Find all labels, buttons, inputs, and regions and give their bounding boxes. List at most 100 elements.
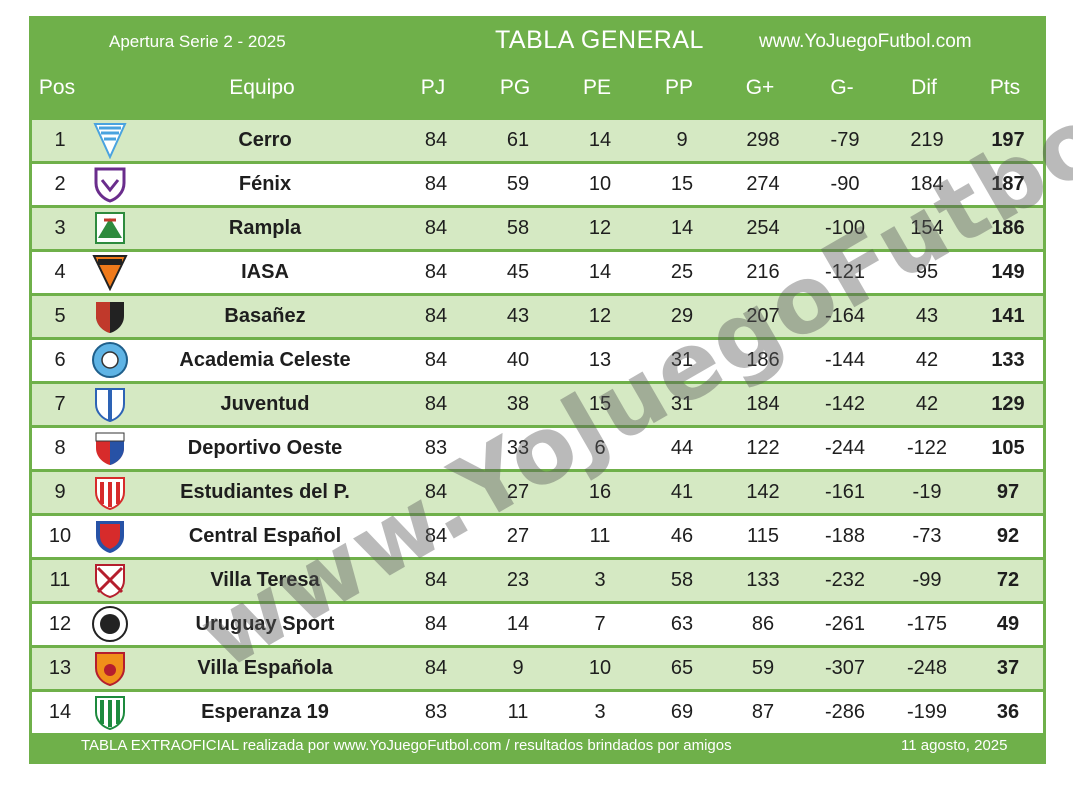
cell-pos: 4 (54, 261, 66, 283)
cell-pe: 15 (588, 393, 612, 415)
col-pp: PP (664, 76, 694, 99)
cell-pos: 6 (54, 349, 66, 371)
cell-goals-against: -100 (824, 217, 866, 239)
cell-dif: -122 (906, 437, 948, 459)
cell-dif: 184 (910, 173, 944, 195)
cell-pj: 84 (424, 393, 448, 415)
cell-pg: 27 (506, 481, 530, 503)
rampla-crest (90, 210, 130, 247)
footer-date: 11 agosto, 2025 (901, 737, 1008, 754)
table-row: 9 Estudiantes del P. 84 27 16 41 142 -161 -19 97 (32, 472, 1043, 513)
cell-dif: -73 (912, 525, 942, 547)
cell-goals-for: 216 (746, 261, 780, 283)
table-row: 5 Basañez 84 43 12 29 207 -164 43 141 (32, 296, 1043, 337)
cell-pj: 84 (424, 305, 448, 327)
cell-pos: 11 (49, 569, 71, 591)
villa-teresa-crest (90, 562, 130, 599)
cell-pp: 41 (670, 481, 694, 503)
cell-goals-against: -188 (824, 525, 866, 547)
cell-dif: 154 (910, 217, 944, 239)
cell-pe: 3 (594, 701, 606, 723)
cell-goals-for: 184 (746, 393, 780, 415)
cell-pp: 9 (676, 129, 688, 151)
fenix-crest (90, 166, 130, 203)
table-row: 14 Esperanza 19 83 11 3 69 87 -286 -199 36 (32, 692, 1043, 733)
cell-pos: 8 (54, 437, 66, 459)
cell-pg: 59 (506, 173, 530, 195)
cell-pp: 69 (670, 701, 694, 723)
cell-pe: 12 (588, 217, 612, 239)
col-pj: PJ (420, 76, 446, 99)
cell-goals-against: -90 (830, 173, 860, 195)
cell-team: Uruguay Sport (195, 613, 335, 635)
cell-dif: 43 (915, 305, 939, 327)
cell-pj: 83 (424, 701, 448, 723)
cell-pe: 11 (589, 525, 611, 547)
col-goals-for: G+ (745, 76, 775, 99)
cell-goals-against: -261 (824, 613, 866, 635)
cell-pos: 9 (54, 481, 66, 503)
villa-espanola-crest (90, 650, 130, 687)
table-row: 3 Rampla 84 58 12 14 254 -100 154 186 (32, 208, 1043, 249)
cell-pg: 61 (506, 129, 530, 151)
cell-pj: 84 (424, 657, 448, 679)
cell-pts: 37 (996, 657, 1020, 679)
cell-pe: 3 (594, 569, 606, 591)
cell-dif: 95 (915, 261, 939, 283)
cell-pj: 84 (424, 173, 448, 195)
cell-goals-for: 133 (746, 569, 780, 591)
deportivo-oeste-crest (90, 430, 130, 467)
cell-pe: 14 (588, 129, 612, 151)
cell-pg: 40 (506, 349, 530, 371)
cell-pg: 14 (506, 613, 530, 635)
cell-goals-against: -232 (824, 569, 866, 591)
cell-goals-against: -286 (824, 701, 866, 723)
table-title: TABLA GENERAL (495, 26, 704, 54)
standings-table: Apertura Serie 2 - 2025 TABLA GENERAL ww… (29, 16, 1046, 764)
cell-pos: 10 (48, 525, 72, 547)
cell-pos: 2 (54, 173, 66, 195)
cell-team: Central Español (188, 525, 342, 547)
estudiantes-crest (90, 474, 130, 511)
cell-goals-for: 274 (746, 173, 780, 195)
cell-dif: 42 (915, 349, 939, 371)
cell-goals-for: 186 (746, 349, 780, 371)
cell-pos: 5 (54, 305, 66, 327)
cell-pp: 63 (670, 613, 694, 635)
cell-pj: 84 (424, 569, 448, 591)
basanez-crest (90, 298, 130, 335)
table-row: 8 Deportivo Oeste 83 33 6 44 122 -244 -122 105 (32, 428, 1043, 469)
table-row: 1 Cerro 84 61 14 9 298 -79 219 197 (32, 120, 1043, 161)
col-pg: PG (499, 76, 531, 99)
cell-goals-for: 122 (746, 437, 780, 459)
cell-pp: 44 (670, 437, 694, 459)
cell-pe: 12 (588, 305, 612, 327)
table-body: 1 Cerro 84 61 14 9 298 -79 219 197 2 Fénix 84 59 10 15 2… (32, 120, 1043, 736)
col-goals-against: G- (830, 76, 854, 99)
cell-dif: 42 (915, 393, 939, 415)
cell-pp: 58 (670, 569, 694, 591)
cell-pj: 84 (424, 613, 448, 635)
cell-pg: 58 (506, 217, 530, 239)
cell-pg: 23 (506, 569, 530, 591)
cell-pg: 45 (506, 261, 530, 283)
col-pts: Pts (989, 76, 1021, 99)
cell-pts: 49 (996, 613, 1020, 635)
cell-goals-against: -161 (824, 481, 866, 503)
esperanza-crest (90, 694, 130, 731)
footer: TABLA EXTRAOFICIAL realizada por www.YoJ… (29, 728, 1046, 764)
cell-pg: 33 (506, 437, 530, 459)
cell-dif: -248 (906, 657, 948, 679)
cell-pe: 16 (588, 481, 612, 503)
cell-goals-against: -244 (824, 437, 866, 459)
column-header: Pos Equipo PJ PG PE PP G+ G- Dif Pts (29, 70, 1046, 114)
cell-pj: 84 (424, 261, 448, 283)
table-row: 7 Juventud 84 38 15 31 184 -142 42 129 (32, 384, 1043, 425)
cell-goals-for: 115 (747, 525, 779, 547)
cell-team: Deportivo Oeste (187, 437, 343, 459)
cell-team: Basañez (224, 305, 306, 327)
cell-pg: 27 (506, 525, 530, 547)
cell-team: Cerro (238, 129, 292, 151)
cell-pts: 97 (996, 481, 1020, 503)
cell-pj: 83 (424, 437, 448, 459)
